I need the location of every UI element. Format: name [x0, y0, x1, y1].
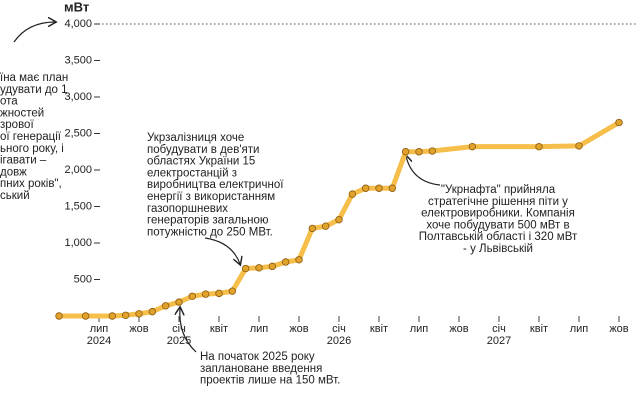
- x-tick-label: жов: [609, 323, 628, 335]
- data-point: [228, 287, 237, 295]
- annotation: енергії з використанням: [147, 191, 275, 203]
- annotation: генераторів загальною: [147, 215, 269, 227]
- data-point: [188, 292, 197, 300]
- y-tick-label: 3,500: [64, 54, 92, 66]
- annotation: жностей: [0, 107, 44, 119]
- arrow: [13, 22, 55, 43]
- data-point: [81, 312, 90, 320]
- annotation: електровиробники. Компанія: [421, 208, 575, 220]
- x-tick-label: квіт: [210, 323, 228, 335]
- y-tick-label: 4,000: [64, 18, 92, 30]
- data-point: [308, 224, 317, 233]
- x-tick-label: лип: [250, 323, 269, 335]
- annotation: "Укрнафта" прийняла: [441, 184, 556, 196]
- data-point: [108, 312, 117, 320]
- annotation: ої генерації: [0, 131, 62, 143]
- annotation: ьного року, і: [0, 143, 64, 155]
- x-year-label: 2026: [327, 335, 351, 347]
- x-tick-label: січ: [492, 323, 506, 335]
- y-tick-label: 2,000: [64, 164, 92, 176]
- data-point: [55, 312, 63, 320]
- data-point: [361, 184, 370, 192]
- annotation: ота: [0, 96, 18, 108]
- annotation: виробництва електричної: [147, 179, 284, 191]
- data-point: [348, 190, 357, 198]
- annotation: Полтавській області і 320 мВт: [419, 231, 578, 243]
- data-point: [615, 118, 623, 127]
- annotation: На початок 2025 року: [200, 351, 315, 363]
- x-tick-label: жов: [449, 323, 468, 335]
- data-point: [295, 256, 303, 264]
- x-tick-label: жов: [289, 323, 308, 335]
- annotation: пних років",: [0, 178, 62, 190]
- x-year-label: 2027: [487, 335, 511, 347]
- x-tick-label: лип: [410, 323, 429, 335]
- y-tick-label: 2,500: [64, 127, 92, 139]
- annotation: побудувати в дев'яти: [147, 144, 259, 156]
- annotation: заплановане введення: [200, 363, 322, 375]
- data-point: [175, 298, 183, 306]
- annotation: удувати до 1: [0, 84, 68, 96]
- x-tick-label: лип: [570, 323, 589, 335]
- data-point: [255, 264, 263, 272]
- x-tick-label: квіт: [530, 323, 548, 335]
- y-tick-label: 1,000: [64, 237, 92, 249]
- arrow: [406, 156, 441, 186]
- x-tick-label: жов: [129, 323, 148, 335]
- annotation: електростанцій з: [147, 167, 237, 179]
- annotation: ський: [0, 190, 30, 202]
- data-point: [388, 184, 397, 192]
- data-point: [135, 310, 143, 318]
- data-point: [201, 290, 210, 298]
- arrow: [204, 237, 240, 264]
- data-point: [281, 258, 290, 266]
- x-tick-label: січ: [332, 323, 346, 335]
- y-tick-label: 500: [74, 273, 92, 285]
- x-tick-label: квіт: [370, 323, 388, 335]
- y-tick-label: 1,500: [64, 200, 92, 212]
- data-point: [268, 262, 277, 271]
- annotation: їна має план: [0, 72, 68, 84]
- annotation: потужністю до 250 МВт.: [147, 226, 273, 238]
- x-year-label: 2024: [87, 335, 111, 347]
- annotation: проектів лише на 150 мВт.: [200, 375, 340, 387]
- data-point: [468, 142, 477, 151]
- data-point: [148, 307, 157, 316]
- data-point: [375, 184, 383, 192]
- x-tick-label: січ: [172, 323, 186, 335]
- data-point: [401, 148, 410, 156]
- data-point: [535, 142, 543, 151]
- annotation: стратегічне рішення піти у: [428, 196, 568, 208]
- annotation: - у Львівській: [463, 243, 533, 255]
- annotation: ігавати –: [0, 155, 47, 167]
- annotation: областях України 15: [147, 156, 255, 168]
- data-point: [335, 215, 343, 224]
- arrow: [180, 308, 197, 353]
- y-tick-label: 3,000: [64, 91, 92, 103]
- data-point: [121, 311, 130, 319]
- y-unit: мВт: [64, 0, 89, 14]
- x-year-label: 2025: [167, 335, 191, 347]
- data-point: [415, 148, 423, 156]
- annotation: хоче побудувати 500 мВт в: [426, 219, 569, 231]
- data-point: [575, 142, 583, 150]
- annotation: зрової: [0, 119, 34, 131]
- data-point: [161, 302, 170, 310]
- annotation: довж: [0, 166, 27, 178]
- x-tick-label: лип: [90, 323, 109, 335]
- data-point: [215, 289, 223, 298]
- annotation: Укрзалізниця хоче: [147, 132, 244, 144]
- annotation: газопоршневих: [147, 203, 228, 215]
- data-point: [428, 147, 437, 155]
- data-point: [241, 264, 250, 273]
- data-point: [321, 222, 330, 230]
